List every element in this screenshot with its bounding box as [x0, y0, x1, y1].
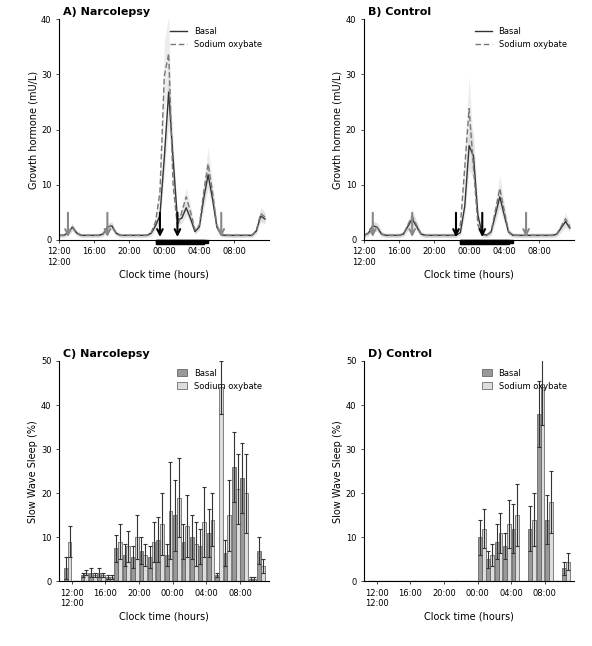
Bar: [106, 577, 110, 581]
Bar: [198, 546, 202, 581]
X-axis label: Clock time (hours): Clock time (hours): [424, 269, 514, 280]
Bar: [131, 557, 135, 581]
Bar: [545, 519, 549, 581]
Bar: [127, 546, 130, 581]
Text: B) Control: B) Control: [368, 7, 432, 17]
Bar: [93, 575, 96, 581]
Bar: [207, 533, 211, 581]
Bar: [118, 542, 122, 581]
Legend: Basal, Sodium oxybate: Basal, Sodium oxybate: [167, 23, 265, 52]
Bar: [89, 572, 93, 581]
Text: A) Narcolepsy: A) Narcolepsy: [63, 7, 150, 17]
Text: C) Narcolepsy: C) Narcolepsy: [63, 349, 150, 359]
Bar: [123, 555, 127, 581]
Bar: [261, 566, 265, 581]
Bar: [482, 528, 485, 581]
Bar: [64, 568, 67, 581]
Bar: [211, 519, 214, 581]
Bar: [165, 555, 169, 581]
Y-axis label: Slow Wave Sleep (%): Slow Wave Sleep (%): [28, 420, 38, 523]
X-axis label: Clock time (hours): Clock time (hours): [120, 611, 209, 621]
Bar: [498, 533, 503, 581]
Bar: [236, 489, 240, 581]
Bar: [67, 542, 72, 581]
Bar: [114, 548, 118, 581]
Bar: [185, 526, 189, 581]
Bar: [194, 544, 198, 581]
Legend: Basal, Sodium oxybate: Basal, Sodium oxybate: [174, 365, 265, 394]
X-axis label: Clock time (hours): Clock time (hours): [424, 611, 514, 621]
Bar: [140, 550, 143, 581]
Bar: [540, 388, 545, 581]
Bar: [240, 478, 244, 581]
Bar: [182, 542, 185, 581]
Bar: [190, 537, 194, 581]
Bar: [177, 497, 181, 581]
Bar: [202, 522, 206, 581]
Bar: [507, 524, 511, 581]
Bar: [148, 557, 152, 581]
Bar: [135, 537, 139, 581]
Bar: [244, 494, 248, 581]
Bar: [110, 577, 114, 581]
Bar: [81, 575, 85, 581]
Bar: [227, 516, 231, 581]
Bar: [532, 519, 536, 581]
Bar: [537, 414, 540, 581]
Bar: [101, 575, 105, 581]
X-axis label: Clock time (hours): Clock time (hours): [120, 269, 209, 280]
Bar: [215, 575, 219, 581]
Bar: [98, 572, 101, 581]
Bar: [487, 559, 490, 581]
Legend: Basal, Sodium oxybate: Basal, Sodium oxybate: [478, 365, 570, 394]
Legend: Basal, Sodium oxybate: Basal, Sodium oxybate: [472, 23, 570, 52]
Bar: [224, 553, 227, 581]
Bar: [529, 528, 532, 581]
Bar: [562, 568, 566, 581]
Bar: [169, 511, 172, 581]
Bar: [160, 524, 164, 581]
Bar: [219, 388, 223, 581]
Bar: [549, 502, 553, 581]
Bar: [156, 539, 160, 581]
Bar: [253, 579, 256, 581]
Bar: [143, 555, 147, 581]
Bar: [156, 240, 208, 242]
Y-axis label: Growth hormone (mU/L): Growth hormone (mU/L): [28, 70, 38, 189]
Bar: [516, 516, 519, 581]
Bar: [566, 561, 570, 581]
Y-axis label: Slow Wave Sleep (%): Slow Wave Sleep (%): [333, 420, 343, 523]
Bar: [478, 537, 482, 581]
Bar: [258, 550, 261, 581]
Bar: [152, 542, 156, 581]
Bar: [511, 528, 516, 581]
Bar: [249, 579, 253, 581]
Bar: [503, 546, 507, 581]
Bar: [232, 467, 236, 581]
Bar: [85, 572, 88, 581]
Text: D) Control: D) Control: [368, 349, 432, 359]
Bar: [173, 516, 177, 581]
Bar: [495, 542, 498, 581]
Bar: [461, 240, 513, 242]
Y-axis label: Growth hormone (mU/L): Growth hormone (mU/L): [333, 70, 343, 189]
Bar: [490, 555, 494, 581]
